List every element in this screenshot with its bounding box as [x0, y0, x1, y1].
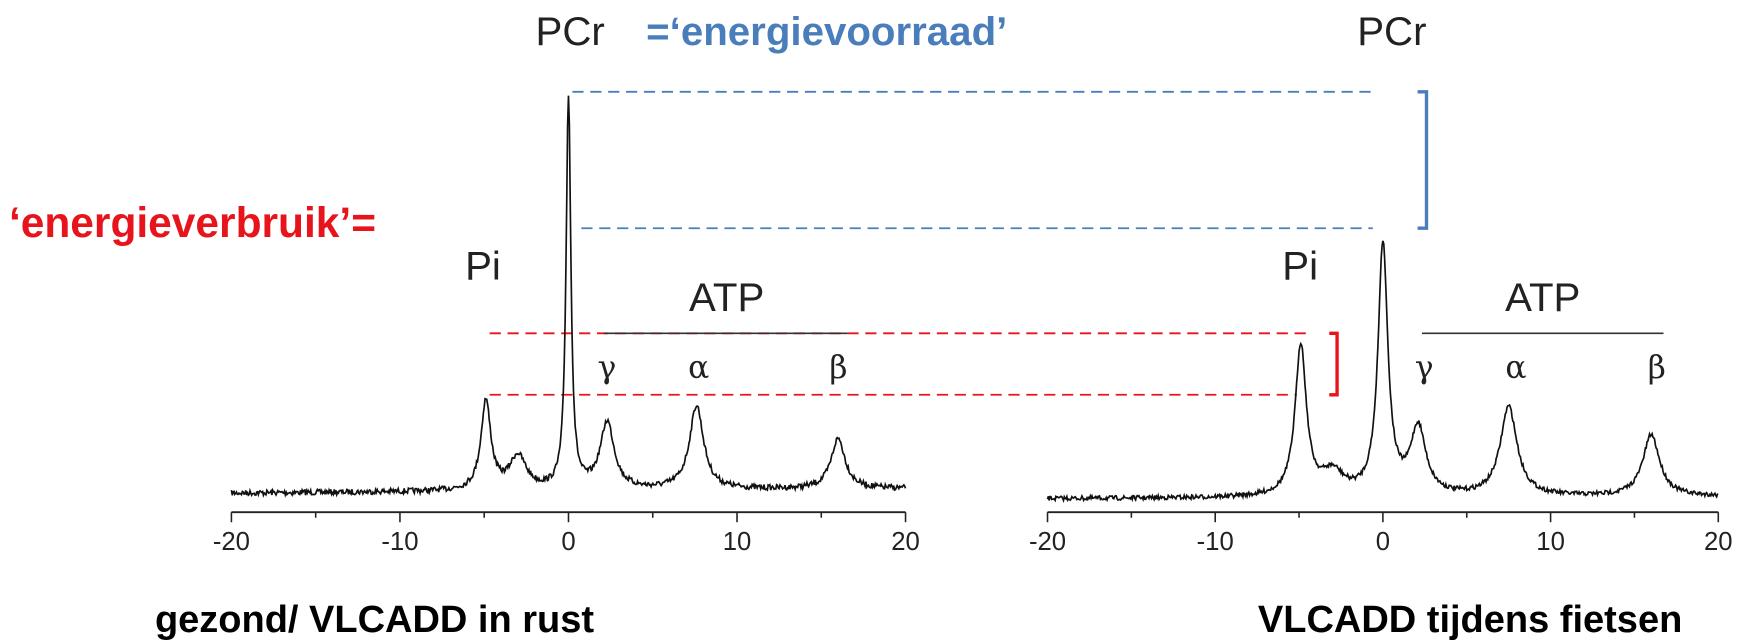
beta-label: β — [829, 350, 847, 386]
tick-label: 0 — [561, 528, 575, 556]
tick-label: 20 — [891, 528, 920, 556]
guides — [489, 90, 1664, 397]
tick-label: -10 — [381, 528, 418, 556]
energy-store-label: =‘energievoorraad’ — [646, 9, 1007, 54]
tick-label: 10 — [1536, 528, 1565, 556]
energy-use-label: ‘energieverbruik’= — [9, 200, 376, 247]
tick-label: 10 — [723, 528, 752, 556]
bracket — [1417, 90, 1429, 230]
caption: VLCADD tijdens fietsen — [1258, 599, 1682, 641]
pcr-label-left: PCr — [536, 9, 605, 54]
pi-label: Pi — [1282, 244, 1318, 289]
pi-label: Pi — [465, 244, 501, 289]
bracket — [1329, 331, 1339, 397]
tick-label: -20 — [1029, 528, 1066, 556]
alpha-label: α — [688, 350, 709, 386]
tick-label: 20 — [1704, 528, 1733, 556]
caption: gezond/ VLCADD in rust — [155, 599, 594, 641]
spectrum-line — [1046, 240, 1719, 504]
atp-label: ATP — [1505, 275, 1580, 320]
spectrum-line — [230, 95, 907, 498]
atp-label: ATP — [689, 275, 764, 320]
tick-label: 0 — [1376, 528, 1390, 556]
gamma-label: γ — [598, 350, 617, 386]
beta-label: β — [1648, 350, 1666, 386]
tick-label: -10 — [1197, 528, 1234, 556]
alpha-label: α — [1505, 350, 1526, 386]
tick-label: -20 — [213, 528, 250, 556]
gamma-label: γ — [1415, 350, 1434, 386]
pcr-label-right: PCr — [1357, 9, 1426, 54]
